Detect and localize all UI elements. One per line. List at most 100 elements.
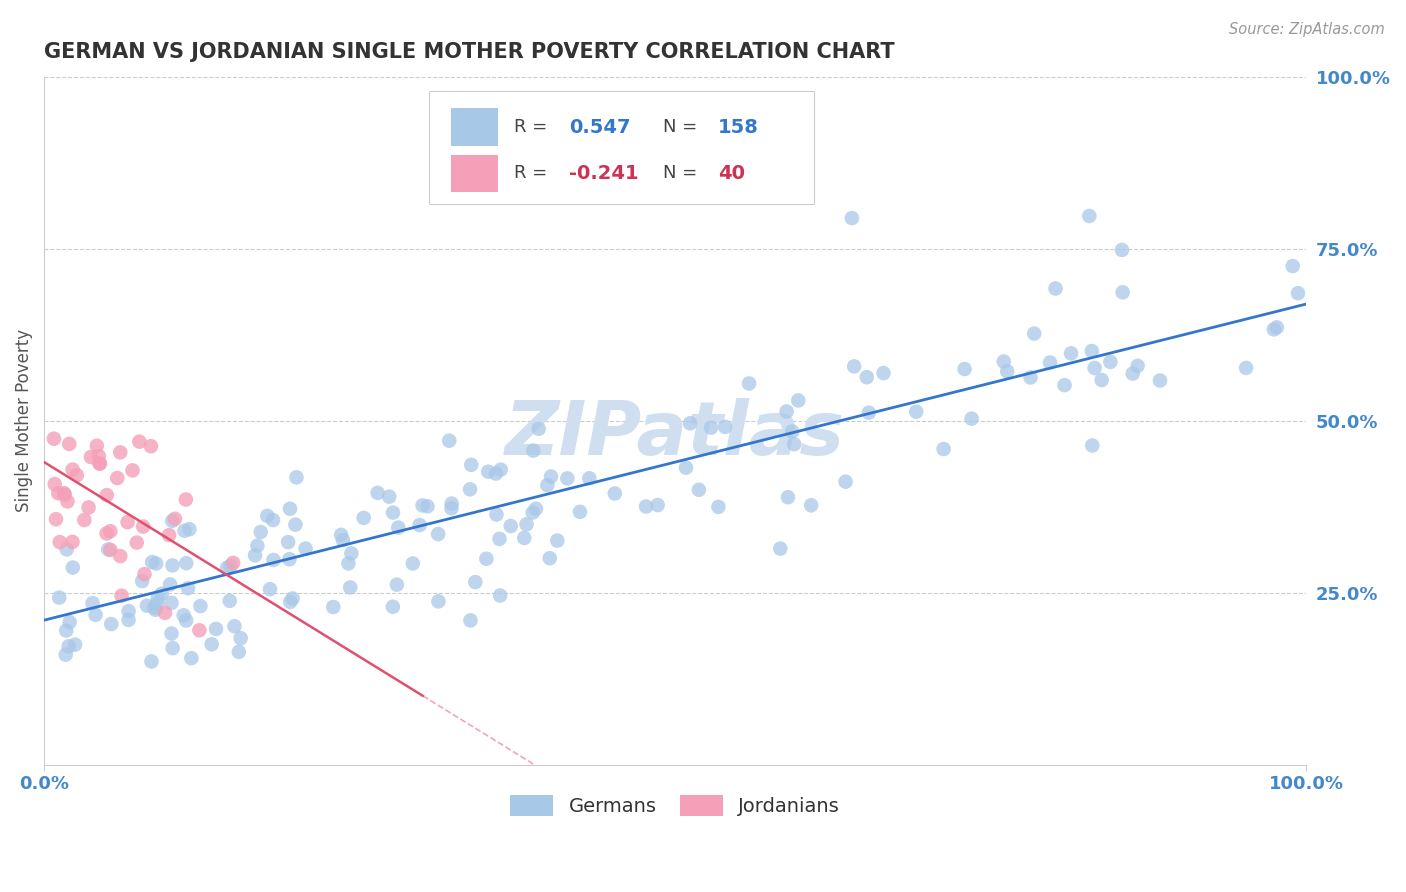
Point <box>524 501 547 516</box>
Point <box>700 420 723 434</box>
Point <box>485 508 508 522</box>
Point <box>1084 361 1107 376</box>
Point <box>128 434 150 449</box>
Point <box>1039 355 1062 369</box>
Point <box>538 551 561 566</box>
Point <box>84 607 107 622</box>
Point <box>568 505 591 519</box>
FancyBboxPatch shape <box>450 109 499 146</box>
Point <box>416 500 439 514</box>
Point <box>412 499 434 513</box>
Point <box>1081 438 1104 452</box>
Point <box>834 475 856 489</box>
Point <box>136 599 159 613</box>
Point <box>1281 259 1303 273</box>
Point <box>180 651 202 665</box>
Point <box>353 511 375 525</box>
Point <box>337 557 360 571</box>
Point <box>179 522 201 536</box>
Point <box>46 486 69 500</box>
Point <box>578 471 600 485</box>
Point <box>44 477 66 491</box>
Point <box>117 515 139 529</box>
Point <box>515 517 537 532</box>
Point <box>146 597 169 611</box>
Point <box>953 362 976 376</box>
Text: N =: N = <box>662 119 697 136</box>
Point <box>856 370 879 384</box>
Point <box>80 450 103 464</box>
Text: 40: 40 <box>718 164 745 183</box>
Point <box>246 539 269 553</box>
Point <box>1234 360 1257 375</box>
Point <box>1099 355 1122 369</box>
Point <box>145 603 167 617</box>
Point <box>62 462 84 476</box>
Point <box>153 606 176 620</box>
Text: 158: 158 <box>718 118 759 136</box>
Point <box>150 587 173 601</box>
Point <box>249 524 271 539</box>
Point <box>77 500 100 515</box>
Point <box>775 404 797 418</box>
Point <box>707 500 730 514</box>
Point <box>160 626 183 640</box>
Text: ZIPatlas: ZIPatlas <box>505 398 845 471</box>
Point <box>460 458 482 472</box>
Point <box>277 535 299 549</box>
Point <box>55 624 77 638</box>
Point <box>776 490 799 504</box>
Point <box>1286 286 1309 301</box>
Point <box>132 519 155 533</box>
Point <box>217 560 239 574</box>
Point <box>58 437 80 451</box>
Point <box>427 527 450 541</box>
Point <box>408 518 430 533</box>
Point <box>284 517 307 532</box>
Point <box>56 494 79 508</box>
Point <box>339 581 361 595</box>
Point <box>139 439 162 453</box>
Point <box>278 501 301 516</box>
Point <box>256 508 278 523</box>
Point <box>63 638 86 652</box>
Point <box>738 376 761 391</box>
Text: R =: R = <box>513 164 547 183</box>
Point <box>98 524 121 538</box>
Text: R =: R = <box>513 119 547 136</box>
Point <box>146 591 169 605</box>
Point <box>489 463 512 477</box>
Point <box>73 513 96 527</box>
Point <box>190 599 212 613</box>
Point <box>1149 374 1171 388</box>
Point <box>201 637 224 651</box>
Point <box>176 556 198 570</box>
Text: GERMAN VS JORDANIAN SINGLE MOTHER POVERTY CORRELATION CHART: GERMAN VS JORDANIAN SINGLE MOTHER POVERT… <box>44 42 894 62</box>
Point <box>205 622 228 636</box>
Point <box>278 595 301 609</box>
Point <box>769 541 792 556</box>
Point <box>330 528 353 542</box>
Point <box>557 471 579 485</box>
Point <box>218 594 240 608</box>
Point <box>222 556 245 570</box>
FancyBboxPatch shape <box>450 154 499 193</box>
Point <box>42 432 65 446</box>
Point <box>228 645 250 659</box>
Point <box>125 535 148 549</box>
Point <box>783 437 806 451</box>
Point <box>110 589 132 603</box>
Point <box>285 470 308 484</box>
Point <box>55 648 77 662</box>
Point <box>603 486 626 500</box>
Point <box>188 624 211 638</box>
Point <box>131 574 153 588</box>
FancyBboxPatch shape <box>429 91 814 204</box>
Point <box>96 526 118 541</box>
Point <box>117 613 139 627</box>
Point <box>872 366 894 380</box>
Point <box>522 443 544 458</box>
Point <box>367 486 389 500</box>
Point <box>513 531 536 545</box>
Point <box>53 488 76 502</box>
